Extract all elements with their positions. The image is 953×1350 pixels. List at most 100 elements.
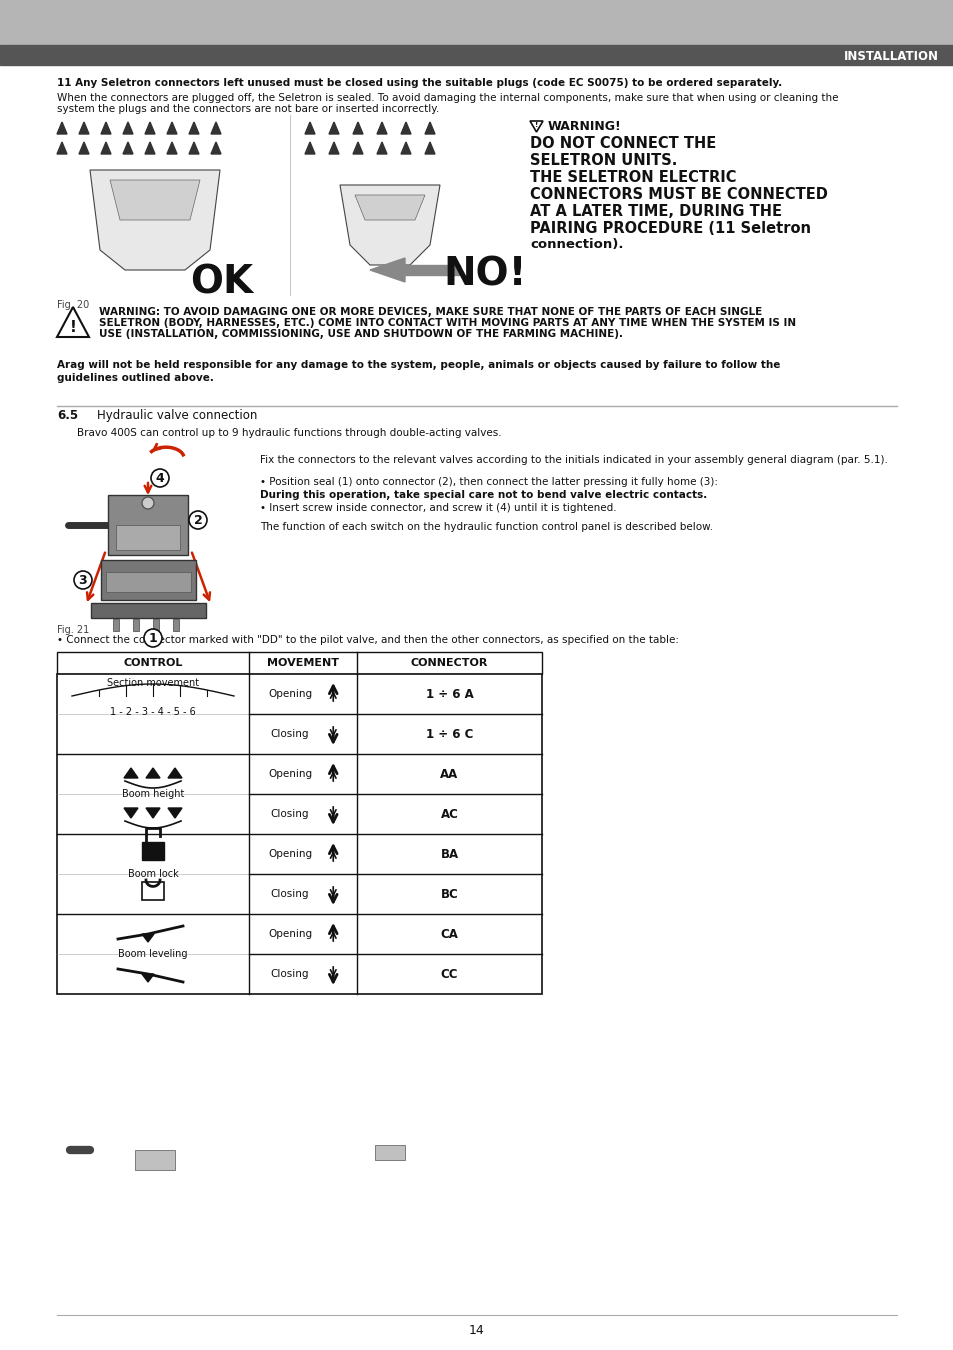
Polygon shape — [167, 142, 177, 154]
Polygon shape — [146, 809, 160, 818]
Bar — [132, 620, 139, 630]
Text: SELETRON (BODY, HARNESSES, ETC.) COME INTO CONTACT WITH MOVING PARTS AT ANY TIME: SELETRON (BODY, HARNESSES, ETC.) COME IN… — [99, 319, 796, 328]
Polygon shape — [329, 142, 338, 154]
Polygon shape — [353, 122, 363, 134]
Text: • Insert screw inside connector, and screw it (4) until it is tightened.: • Insert screw inside connector, and scr… — [260, 504, 616, 513]
Text: Closing: Closing — [271, 969, 309, 979]
Text: • Position seal (1) onto connector (2), then connect the latter pressing it full: • Position seal (1) onto connector (2), … — [260, 477, 718, 487]
Polygon shape — [145, 142, 154, 154]
Polygon shape — [168, 768, 182, 778]
Polygon shape — [305, 142, 314, 154]
Text: INSTALLATION: INSTALLATION — [843, 50, 938, 63]
Polygon shape — [57, 142, 67, 154]
Text: Arag will not be held responsible for any damage to the system, people, animals : Arag will not be held responsible for an… — [57, 360, 780, 370]
Text: NO!: NO! — [442, 256, 526, 294]
Text: Hydraulic valve connection: Hydraulic valve connection — [97, 409, 257, 423]
Text: Fix the connectors to the relevant valves according to the initials indicated in: Fix the connectors to the relevant valve… — [260, 455, 887, 464]
Text: Section movement: Section movement — [107, 678, 199, 688]
Text: CONNECTOR: CONNECTOR — [411, 657, 488, 668]
Text: 3: 3 — [78, 574, 88, 586]
Polygon shape — [353, 142, 363, 154]
Polygon shape — [211, 142, 221, 154]
Bar — [106, 572, 191, 593]
Bar — [172, 620, 179, 630]
Polygon shape — [110, 180, 200, 220]
Polygon shape — [167, 122, 177, 134]
Text: guidelines outlined above.: guidelines outlined above. — [57, 373, 213, 383]
Bar — [116, 525, 180, 549]
Text: Fig. 21: Fig. 21 — [57, 625, 90, 634]
Text: CONNECTORS MUST BE CONNECTED: CONNECTORS MUST BE CONNECTED — [530, 188, 827, 202]
Polygon shape — [90, 170, 220, 270]
Text: PAIRING PROCEDURE (11 Seletron: PAIRING PROCEDURE (11 Seletron — [530, 221, 810, 236]
Text: Bravo 400S can control up to 9 hydraulic functions through double-acting valves.: Bravo 400S can control up to 9 hydraulic… — [77, 428, 501, 437]
Text: DO NOT CONNECT THE: DO NOT CONNECT THE — [530, 136, 716, 151]
Polygon shape — [376, 142, 387, 154]
Text: BA: BA — [440, 848, 458, 860]
Text: AA: AA — [440, 768, 458, 780]
Polygon shape — [370, 258, 405, 282]
Text: 11 Any Seletron connectors left unused must be closed using the suitable plugs (: 11 Any Seletron connectors left unused m… — [57, 78, 781, 88]
Polygon shape — [57, 306, 89, 338]
Text: 6.5: 6.5 — [57, 409, 78, 423]
Polygon shape — [339, 185, 439, 265]
Text: AC: AC — [440, 807, 458, 821]
Bar — [152, 620, 159, 630]
Text: • Connect the connector marked with "DD" to the pilot valve, and then the other : • Connect the connector marked with "DD"… — [57, 634, 679, 645]
Text: Boom leveling: Boom leveling — [118, 949, 188, 958]
Polygon shape — [400, 142, 411, 154]
Text: 14: 14 — [469, 1323, 484, 1336]
Bar — [57, 674, 541, 994]
Text: Opening: Opening — [268, 769, 312, 779]
Text: system the plugs and the connectors are not bare or inserted incorrectly.: system the plugs and the connectors are … — [57, 104, 438, 113]
Text: connection).: connection). — [530, 238, 623, 251]
Polygon shape — [530, 122, 542, 132]
Text: Boom height: Boom height — [122, 788, 184, 799]
Text: USE (INSTALLATION, COMMISSIONING, USE AND SHUTDOWN OF THE FARMING MACHINE).: USE (INSTALLATION, COMMISSIONING, USE AN… — [99, 329, 622, 339]
Polygon shape — [405, 265, 459, 275]
Polygon shape — [329, 122, 338, 134]
Text: 1 - 2 - 3 - 4 - 5 - 6: 1 - 2 - 3 - 4 - 5 - 6 — [110, 707, 195, 717]
Bar — [91, 603, 206, 618]
Text: SELETRON UNITS.: SELETRON UNITS. — [530, 153, 677, 167]
Bar — [142, 842, 164, 860]
Text: Opening: Opening — [268, 849, 312, 859]
Bar — [112, 620, 119, 630]
Polygon shape — [142, 934, 153, 942]
Text: CA: CA — [440, 927, 458, 941]
Bar — [108, 495, 188, 555]
Polygon shape — [57, 122, 67, 134]
Bar — [135, 1150, 174, 1170]
Text: When the connectors are plugged off, the Seletron is sealed. To avoid damaging t: When the connectors are plugged off, the… — [57, 93, 838, 103]
Polygon shape — [79, 122, 89, 134]
Text: 1: 1 — [149, 632, 157, 644]
Bar — [0, 0, 953, 45]
Text: 4: 4 — [155, 471, 164, 485]
Polygon shape — [101, 122, 111, 134]
Text: CONTROL: CONTROL — [123, 657, 182, 668]
Polygon shape — [101, 142, 111, 154]
Polygon shape — [376, 122, 387, 134]
Bar — [57, 652, 541, 674]
Text: WARNING: TO AVOID DAMAGING ONE OR MORE DEVICES, MAKE SURE THAT NONE OF THE PARTS: WARNING: TO AVOID DAMAGING ONE OR MORE D… — [99, 306, 761, 317]
Polygon shape — [400, 122, 411, 134]
Polygon shape — [424, 142, 435, 154]
Text: 1 ÷ 6 C: 1 ÷ 6 C — [425, 728, 473, 741]
Bar — [142, 882, 164, 900]
Text: Closing: Closing — [271, 729, 309, 738]
Text: !: ! — [535, 122, 537, 128]
Text: THE SELETRON ELECTRIC: THE SELETRON ELECTRIC — [530, 170, 736, 185]
Text: CC: CC — [440, 968, 457, 980]
Text: 1 ÷ 6 A: 1 ÷ 6 A — [425, 687, 473, 701]
Polygon shape — [142, 973, 153, 981]
Polygon shape — [189, 142, 199, 154]
Text: WARNING!: WARNING! — [547, 120, 621, 134]
Polygon shape — [189, 122, 199, 134]
Bar — [375, 1145, 405, 1160]
Text: The function of each switch on the hydraulic function control panel is described: The function of each switch on the hydra… — [260, 522, 712, 532]
Circle shape — [142, 497, 153, 509]
Text: During this operation, take special care not to bend valve electric contacts.: During this operation, take special care… — [260, 490, 706, 500]
Text: Fig. 20: Fig. 20 — [57, 300, 90, 310]
Bar — [0, 45, 953, 65]
Polygon shape — [79, 142, 89, 154]
